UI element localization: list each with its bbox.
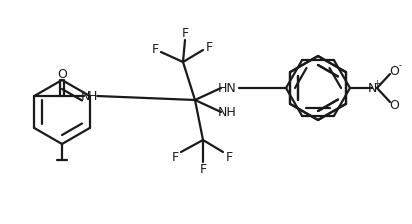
Text: H: H	[88, 90, 97, 103]
Text: F: F	[225, 151, 232, 164]
Text: O: O	[389, 65, 399, 78]
Text: N: N	[81, 90, 90, 103]
Text: NH: NH	[218, 106, 236, 118]
Text: F: F	[206, 41, 213, 54]
Text: F: F	[171, 151, 178, 164]
Text: F: F	[152, 43, 159, 56]
Text: HN: HN	[218, 82, 236, 95]
Text: F: F	[181, 26, 189, 39]
Text: O: O	[389, 99, 399, 112]
Text: F: F	[199, 162, 206, 175]
Text: +: +	[374, 78, 380, 88]
Text: N: N	[368, 82, 377, 95]
Text: -: -	[398, 62, 402, 71]
Text: O: O	[57, 67, 67, 80]
